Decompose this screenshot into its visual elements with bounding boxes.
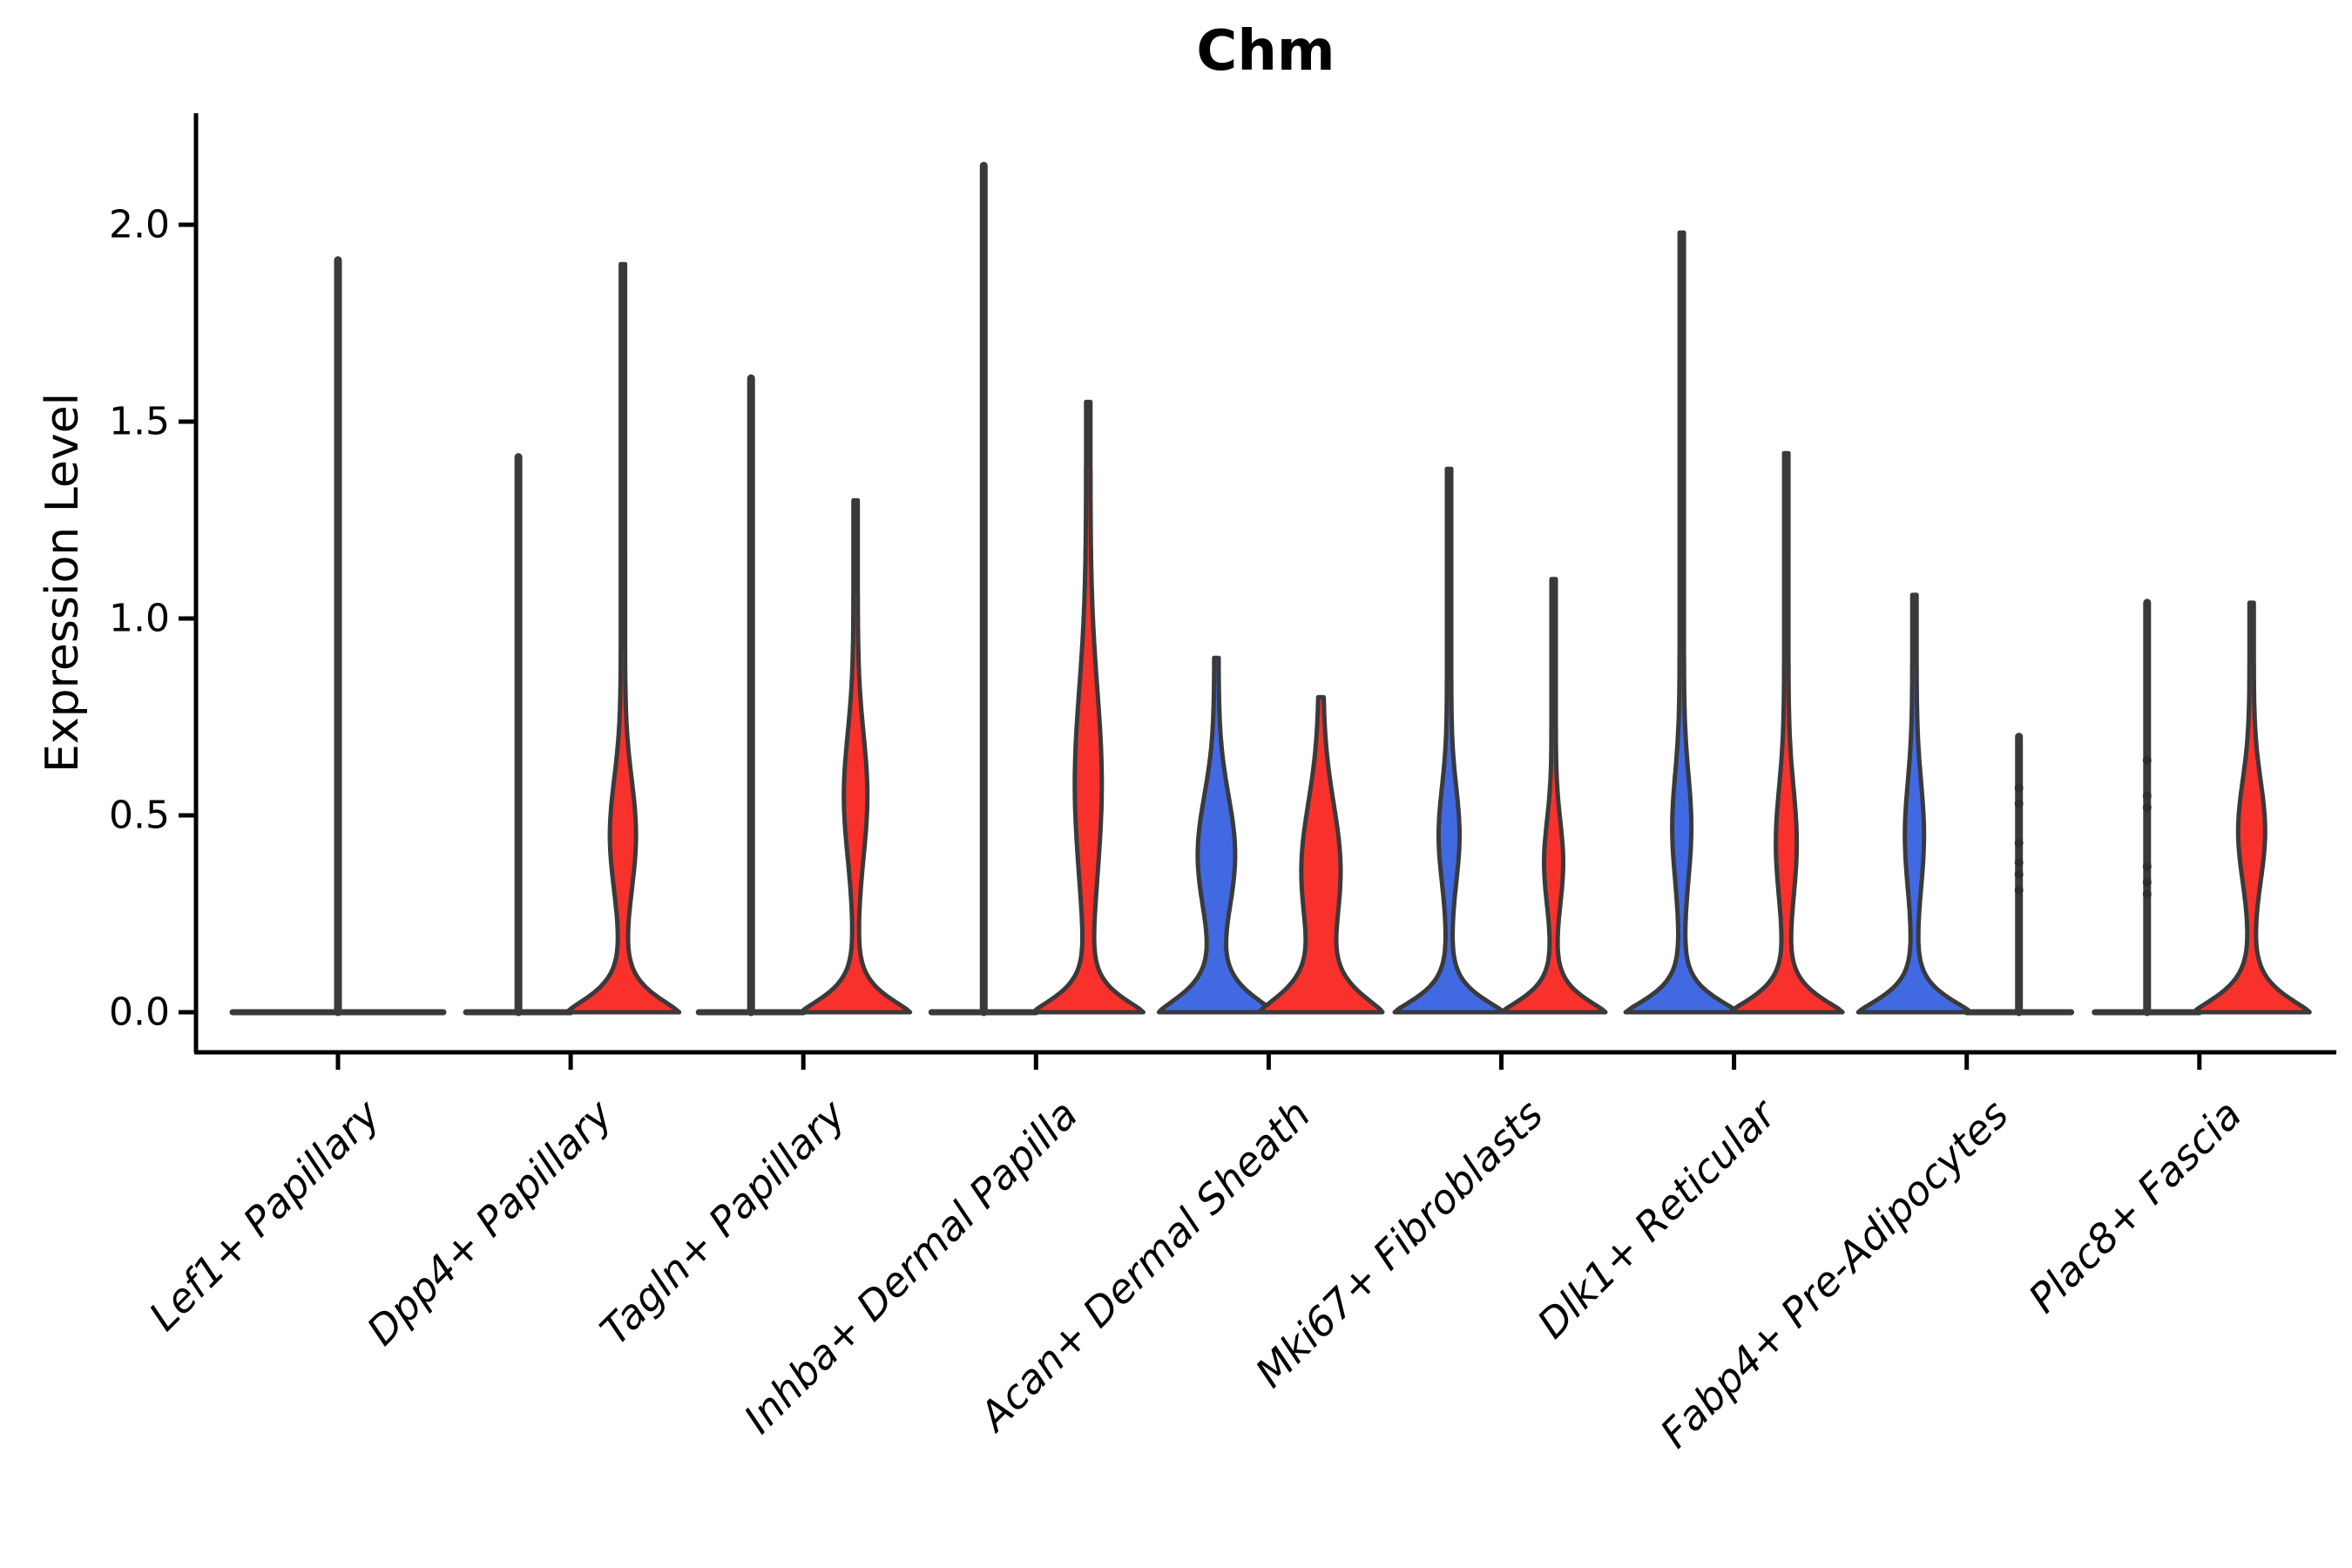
y-tick-label: 0.5 [109, 793, 170, 838]
violin-fabp4-pre-adipocytes-group2-point [2014, 858, 2024, 868]
violin-plac8-fascia-group1-point [2142, 862, 2152, 871]
violin-fabp4-pre-adipocytes-group2-point [2014, 869, 2024, 879]
violin-fabp4-pre-adipocytes-group2-point [2014, 799, 2024, 808]
violin-acan-dermal-sheath-group1 [1156, 655, 1276, 1015]
violin-fabp4-pre-adipocytes-group2-point [2014, 885, 2024, 895]
violin-plac8-fascia-group1-point [2142, 877, 2152, 887]
violin-fabp4-pre-adipocytes-group2-point [2014, 783, 2024, 793]
y-tick-label: 2.0 [109, 202, 170, 247]
violin-fabp4-pre-adipocytes-group1 [1855, 592, 1973, 1015]
chart-title: Chm [1196, 19, 1335, 84]
y-tick-label: 1.5 [109, 399, 170, 444]
violin-plac8-fascia-group2 [2191, 600, 2312, 1015]
violin-mki67-fibroblasts-group2 [1499, 577, 1608, 1015]
violin-dpp4-papillary-group2 [564, 261, 682, 1015]
violin-mki67-fibroblasts-group1 [1392, 466, 1506, 1015]
violin-plac8-fascia-group1-point [2142, 755, 2152, 765]
violin-acan-dermal-sheath-group2 [1257, 694, 1385, 1015]
violin-tagln-papillary-group2 [799, 497, 913, 1015]
violin-inhba-dermal-papilla-group2 [1031, 399, 1146, 1015]
violin-fabp4-pre-adipocytes-group2-point [2014, 838, 2024, 848]
violin-dlk1-reticular-group1 [1623, 230, 1740, 1015]
y-tick-label: 0.0 [109, 990, 170, 1035]
violin-dlk1-reticular-group2 [1727, 450, 1845, 1015]
violin-plac8-fascia-group1-point [2142, 791, 2152, 801]
violin-plac8-fascia-group1-point [2142, 889, 2152, 899]
y-tick-label: 1.0 [109, 596, 170, 641]
violin-plac8-fascia-group1-point [2142, 802, 2152, 812]
